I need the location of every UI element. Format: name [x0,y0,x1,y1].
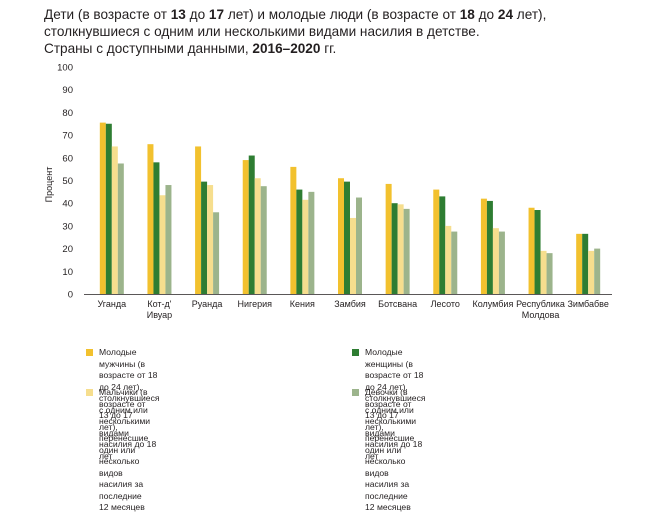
y-tick-label: 80 [62,108,73,119]
bar [451,231,458,294]
y-tick-label: 100 [57,63,73,74]
y-axis-label: Процент [44,167,54,203]
bar-chart: 0 10 20 30 40 50 60 70 80 90 100 Процент Уганда Кот-д… [44,63,612,320]
bar [213,212,220,294]
bar [356,197,362,294]
x-tick-label: Руанда [192,299,223,309]
x-tick-label: Колумбия [472,299,513,309]
bar [439,196,446,294]
y-tick-label: 30 [62,221,73,232]
bar [296,189,303,294]
x-tick-label: Республика Молдова [516,299,565,320]
bar [153,162,160,294]
bar [99,122,106,295]
bar [445,225,452,294]
bar [147,144,154,294]
bar [397,204,404,294]
x-tick-label: Замбия [334,299,366,309]
bar [207,185,214,294]
legend-swatch [86,389,93,396]
bar [385,183,392,294]
bar [338,178,344,294]
bar [117,163,124,294]
legend-label: Мальчики (в возрасте от 13 до 17 лет), п… [99,387,149,512]
x-tick-label: Уганда [97,299,126,309]
bar [528,207,535,294]
bar [588,250,595,294]
bar [260,186,267,294]
bar [344,181,350,294]
x-tick-label: Нигерия [237,299,272,309]
bar [534,210,541,294]
x-tick-label: Ботсвана [378,299,417,309]
bar [403,208,410,295]
bar [254,178,261,294]
y-tick-label: 0 [68,290,73,301]
bar [498,231,505,294]
bar [486,200,493,294]
bar [492,228,499,294]
y-tick-label: 60 [62,153,73,164]
y-tick-label: 40 [62,199,73,210]
title-line-2: столкнувшиеся с одним или несколькими ви… [44,24,480,39]
y-tick-label: 50 [62,176,73,187]
bar [576,233,583,294]
bar [433,189,440,294]
bar [546,253,553,294]
bar [350,217,356,294]
y-tick-label: 70 [62,131,73,142]
x-tick-label: Лесото [431,299,460,309]
bar [290,166,297,294]
bar [165,185,172,294]
x-tick-label: Кот-д' Ивуар [147,299,172,320]
bar [195,146,202,294]
title-line-3: Страны с доступными данными, 2016–2020 г… [44,41,337,56]
legend-swatch [86,349,93,356]
bar [105,123,112,294]
y-tick-label: 90 [62,85,73,96]
x-tick-label: Зимбабве [568,299,609,309]
bar [594,248,601,294]
bar [308,191,315,294]
legend-swatch [352,389,359,396]
chart-title: Дети (в возрасте от 13 до 17 лет) и моло… [44,6,664,57]
bar [540,250,547,294]
bar [111,146,118,294]
bar [248,155,255,294]
bar [201,181,208,294]
bar [159,195,166,294]
x-tick-label: Кения [290,299,315,309]
title-line-1: Дети (в возрасте от 13 до 17 лет) и моло… [44,7,547,22]
bar [582,233,589,294]
legend-swatch [352,349,359,356]
bar [242,160,249,294]
bar [391,203,398,294]
legend-label: Девочки (в возрасте от 13 до 17 лет), пе… [365,387,415,512]
y-tick-label: 20 [62,244,73,255]
bar [302,199,309,294]
bar [480,198,487,294]
y-tick-label: 10 [62,267,73,278]
